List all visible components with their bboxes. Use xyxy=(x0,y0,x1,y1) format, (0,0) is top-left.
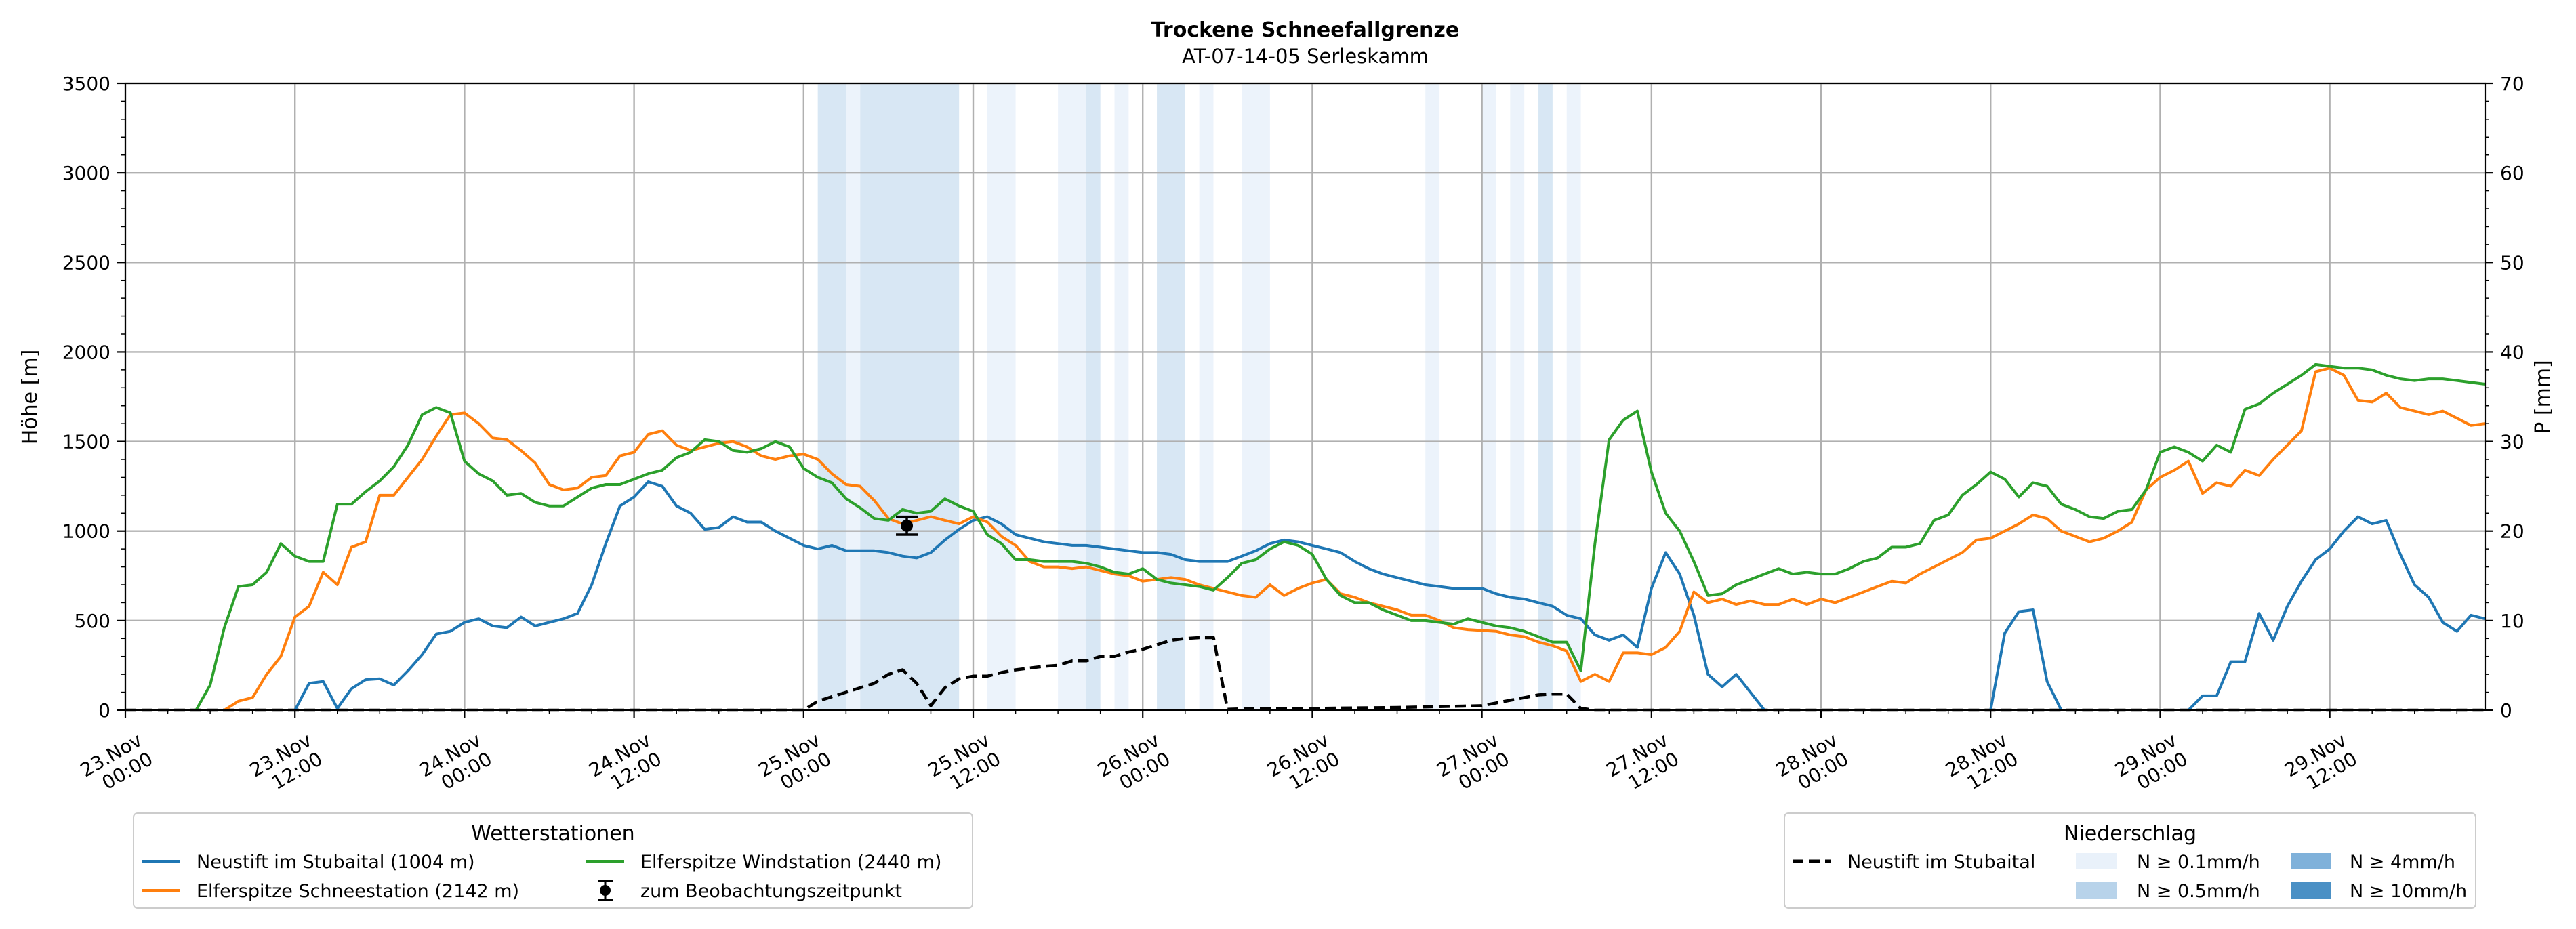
ytick-label-3: 1500 xyxy=(62,431,110,453)
precip-band-1 xyxy=(846,83,861,710)
ytick-label-4: 2000 xyxy=(62,341,110,363)
series-neustift xyxy=(125,480,2486,711)
y-axis-label: Höhe [m] xyxy=(18,350,42,445)
xtick-label-13: 29.Nov12:00 xyxy=(2281,728,2360,800)
precip-band-4 xyxy=(1058,83,1086,710)
xtick-label-6: 26.Nov00:00 xyxy=(1094,728,1174,800)
observation-marker xyxy=(896,515,918,536)
legend-precipitation: Niederschlag Neustift im Stubaital N ≥ 0… xyxy=(1784,812,2476,909)
ytick-label-7: 3500 xyxy=(62,73,110,95)
legend-item-n10: N ≥ 10mm/h xyxy=(2350,881,2467,902)
y2-axis-label: P [mm] xyxy=(2531,360,2555,434)
legend-left-frame xyxy=(133,812,973,909)
ytick-label-6: 3000 xyxy=(62,162,110,184)
ytick-label-5: 2500 xyxy=(62,251,110,274)
y2tick-label-1: 10 xyxy=(2500,610,2524,632)
precip-band-13 xyxy=(1538,83,1553,710)
y2tick-label-6: 60 xyxy=(2500,162,2524,184)
legend-item-n05: N ≥ 0.5mm/h xyxy=(2137,881,2260,902)
legend-swatch-n01 xyxy=(2076,853,2117,869)
ytick-label-2: 1000 xyxy=(62,520,110,543)
precip-band-6 xyxy=(1114,83,1129,710)
plot-frame xyxy=(124,82,2487,711)
legend-swatch-n4 xyxy=(2291,853,2331,869)
legend-left-title: Wetterstationen xyxy=(471,822,634,846)
series-schneestation xyxy=(125,367,2486,711)
precip-band-3 xyxy=(987,83,1016,710)
legend-swatch-n05 xyxy=(2076,882,2117,899)
ytick-label-0: 0 xyxy=(98,699,110,722)
series-windstation xyxy=(125,363,2486,711)
y2tick-label-7: 70 xyxy=(2500,73,2524,95)
precip-band-8 xyxy=(1199,83,1214,710)
chart-subtitle: AT-07-14-05 Serleskamm xyxy=(1182,45,1429,68)
xtick-label-11: 28.Nov12:00 xyxy=(1942,728,2022,800)
legend-item-n4: N ≥ 4mm/h xyxy=(2350,852,2455,873)
xtick-label-0: 23.Nov00:00 xyxy=(77,728,157,800)
legend-item-n01: N ≥ 0.1mm/h xyxy=(2137,852,2260,873)
ytick-label-1: 500 xyxy=(75,610,110,632)
legend-item-observation: zum Beobachtungszeitpunkt xyxy=(640,881,902,902)
data-series xyxy=(125,363,2486,712)
legend-item-precip-line: Neustift im Stubaital xyxy=(1847,852,2035,873)
precipitation-bands xyxy=(817,83,1581,710)
chart-title: Trockene Schneefallgrenze xyxy=(1151,18,1459,42)
legend-observation-icon xyxy=(598,880,613,901)
xtick-label-12: 29.Nov00:00 xyxy=(2111,728,2191,800)
y2tick-label-2: 20 xyxy=(2500,520,2524,543)
legend-item-neustift: Neustift im Stubaital (1004 m) xyxy=(197,852,475,873)
axis-ticks: 0 500 1000 1500 2000 2500 3000 3500 0 10 20 30 40 50 6… xyxy=(62,73,2524,800)
y2tick-label-4: 40 xyxy=(2500,341,2524,363)
xtick-label-5: 25.Nov12:00 xyxy=(924,728,1004,800)
precip-band-12 xyxy=(1510,83,1525,710)
obs-point xyxy=(901,519,914,532)
xtick-label-4: 25.Nov00:00 xyxy=(755,728,835,800)
y2tick-label-3: 30 xyxy=(2500,431,2524,453)
legend-right-title: Niederschlag xyxy=(2064,822,2196,846)
xtick-label-2: 24.Nov00:00 xyxy=(415,728,495,800)
xtick-label-1: 23.Nov12:00 xyxy=(246,728,326,800)
precip-band-14 xyxy=(1566,83,1581,710)
xtick-label-8: 27.Nov00:00 xyxy=(1433,728,1513,800)
xtick-label-7: 26.Nov12:00 xyxy=(1263,728,1343,800)
series-precip-neustift xyxy=(125,636,2485,712)
legend-item-schneestation: Elferspitze Schneestation (2142 m) xyxy=(197,881,519,902)
y2tick-label-0: 0 xyxy=(2500,699,2512,722)
xtick-label-3: 24.Nov12:00 xyxy=(585,728,665,800)
legend-weather-stations: Wetterstationen Neustift im Stubaital (1… xyxy=(133,812,973,909)
xtick-label-10: 28.Nov00:00 xyxy=(1772,728,1852,800)
precip-band-0 xyxy=(817,83,846,710)
legend-swatch-n10 xyxy=(2291,882,2331,899)
precip-band-11 xyxy=(1481,83,1496,710)
precip-band-10 xyxy=(1425,83,1440,710)
xtick-label-9: 27.Nov12:00 xyxy=(1603,728,1683,800)
precip-band-5 xyxy=(1086,83,1101,710)
y2tick-label-5: 50 xyxy=(2500,251,2524,274)
grid-lines xyxy=(124,82,2485,711)
precip-band-7 xyxy=(1157,83,1185,710)
precip-band-2 xyxy=(860,83,960,710)
legend-item-windstation: Elferspitze Windstation (2440 m) xyxy=(640,852,941,873)
precip-band-9 xyxy=(1242,83,1270,710)
